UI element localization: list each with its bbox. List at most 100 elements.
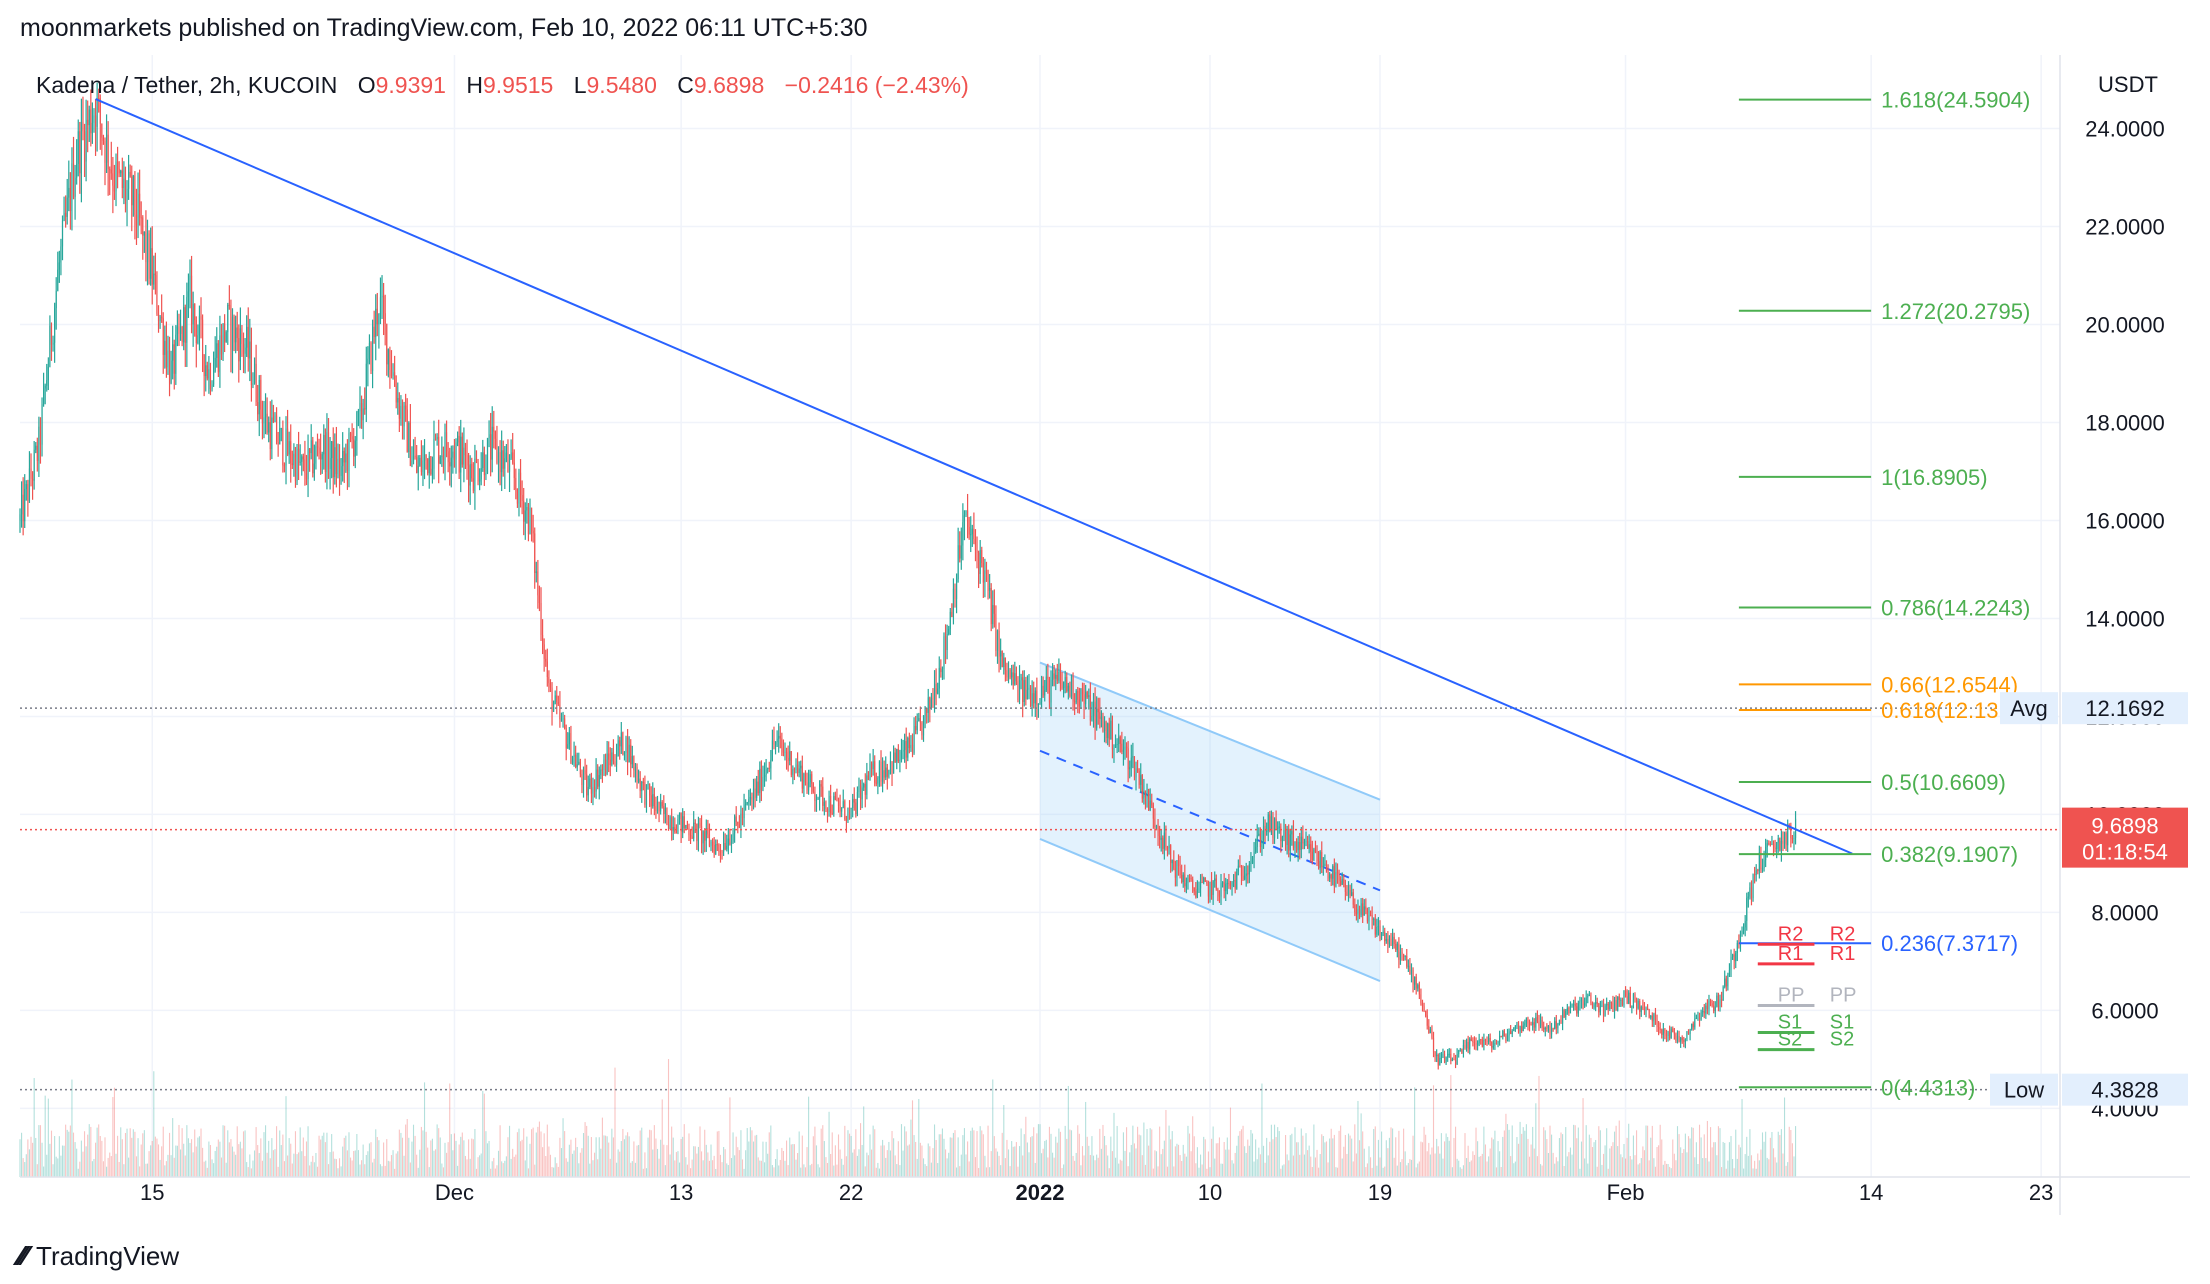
volume-bar bbox=[1314, 1157, 1317, 1177]
candle-body bbox=[1036, 690, 1038, 705]
volume-bar bbox=[800, 1167, 802, 1177]
candle-body bbox=[189, 275, 191, 292]
volume-bar bbox=[932, 1148, 934, 1177]
volume-bar bbox=[508, 1125, 511, 1177]
volume-bar bbox=[107, 1157, 109, 1177]
volume-bar bbox=[128, 1157, 130, 1177]
volume-bar bbox=[1478, 1156, 1480, 1177]
pivot-label: R2 bbox=[1778, 923, 1804, 945]
volume-bar bbox=[293, 1153, 295, 1177]
candle-body bbox=[1478, 1039, 1480, 1043]
volume-bar bbox=[1033, 1127, 1035, 1177]
candle-body bbox=[1387, 939, 1389, 945]
candle-body bbox=[1207, 883, 1209, 897]
price-axis[interactable]: 4.00006.00008.000010.000012.000014.00001… bbox=[2085, 72, 2165, 1121]
volume-bar bbox=[131, 1137, 133, 1177]
volume-bar bbox=[841, 1158, 843, 1177]
volume-bar bbox=[1296, 1142, 1298, 1177]
last-price-badge bbox=[2062, 807, 2188, 868]
volume-bar bbox=[1088, 1145, 1090, 1177]
volume-bar bbox=[90, 1126, 92, 1177]
candle-body bbox=[1039, 702, 1041, 705]
candle-body bbox=[1560, 1019, 1562, 1024]
volume-bar bbox=[1669, 1166, 1671, 1177]
candle-body bbox=[589, 778, 591, 787]
candle-body bbox=[1574, 1003, 1576, 1007]
volume-bar bbox=[139, 1166, 141, 1177]
volume-bar bbox=[921, 1145, 923, 1177]
tradingview-logo-icon[interactable]: ⁄⁄⁄ bbox=[18, 1240, 28, 1271]
candle-body bbox=[99, 98, 101, 124]
volume-bar bbox=[734, 1155, 736, 1177]
volume-bar bbox=[72, 1132, 75, 1177]
candle-body bbox=[1081, 688, 1084, 695]
volume-bar bbox=[686, 1164, 688, 1177]
candle-body bbox=[282, 428, 284, 466]
candle-body bbox=[938, 667, 940, 689]
volume-bar bbox=[1352, 1161, 1354, 1177]
candle-body bbox=[554, 695, 556, 704]
candle-body bbox=[1566, 1007, 1568, 1012]
candle-body bbox=[425, 454, 427, 459]
volume-bar bbox=[1000, 1165, 1002, 1177]
volume-bar bbox=[69, 1125, 71, 1177]
candle-body bbox=[327, 432, 330, 470]
candle-body bbox=[889, 761, 892, 770]
volume-bar bbox=[504, 1160, 506, 1177]
volume-bar bbox=[154, 1136, 156, 1177]
candle-body bbox=[172, 344, 174, 361]
volume-bar bbox=[1266, 1137, 1268, 1177]
candle-body bbox=[181, 326, 183, 343]
candle-body bbox=[1398, 943, 1400, 960]
candle-body bbox=[1440, 1057, 1442, 1059]
candle-body bbox=[228, 304, 230, 306]
candle-body bbox=[1256, 835, 1258, 847]
candle-body bbox=[1525, 1017, 1527, 1024]
volume-bar bbox=[1174, 1146, 1176, 1177]
volume-bar bbox=[542, 1147, 544, 1177]
fib-level-label: 0.786(14.2243) bbox=[1881, 595, 2030, 620]
candle-body bbox=[1343, 879, 1345, 884]
candle-body bbox=[667, 824, 670, 829]
volume-bar bbox=[220, 1157, 223, 1177]
volume-bar bbox=[140, 1144, 142, 1177]
candle-body bbox=[350, 433, 352, 437]
candle-body bbox=[187, 291, 189, 298]
candle-body bbox=[1217, 889, 1219, 891]
volume-bar bbox=[1011, 1141, 1013, 1177]
candle-body bbox=[1148, 788, 1150, 811]
time-axis[interactable]: 15 Dec 13 22 2022 10 19 Feb 14 23 bbox=[140, 1180, 2053, 1205]
symbol-name[interactable]: Kadena / Tether, 2h, KUCOIN bbox=[36, 72, 338, 98]
descending-trendline bbox=[95, 98, 1853, 855]
volume-bar bbox=[809, 1165, 811, 1177]
volume-bar bbox=[1546, 1139, 1548, 1177]
candle-body bbox=[1650, 1015, 1652, 1018]
candle-body bbox=[701, 826, 703, 844]
candle-body bbox=[660, 802, 662, 812]
candle-body bbox=[1355, 912, 1357, 915]
footer-brand[interactable]: TradingView bbox=[36, 1240, 180, 1271]
trendline-layer[interactable] bbox=[95, 98, 1853, 855]
volume-bar bbox=[54, 1136, 56, 1177]
candle-body bbox=[373, 326, 375, 338]
time-tick-label: Feb bbox=[1607, 1180, 1645, 1205]
candle-body bbox=[260, 379, 262, 410]
volume-bar bbox=[768, 1132, 770, 1177]
candle-body bbox=[480, 467, 482, 480]
volume-bar bbox=[455, 1140, 457, 1177]
pivot-label: PP bbox=[1830, 985, 1857, 1007]
fibonacci-retracement[interactable]: 1.618(24.5904)1.272(20.2795)1(16.8905)0.… bbox=[1738, 88, 2030, 1101]
volume-bar bbox=[795, 1159, 797, 1177]
candle-body bbox=[586, 774, 588, 796]
candle-body bbox=[1022, 677, 1024, 702]
volume-bar bbox=[963, 1128, 965, 1177]
candle-body bbox=[1549, 1025, 1551, 1035]
volume-bar bbox=[954, 1130, 956, 1177]
volume-bar bbox=[586, 1125, 588, 1177]
candle-body bbox=[230, 305, 232, 350]
pivot-label: S1 bbox=[1778, 1011, 1802, 1033]
volume-bar bbox=[786, 1140, 788, 1177]
candle-body bbox=[151, 248, 153, 285]
candle-body bbox=[1267, 814, 1269, 831]
